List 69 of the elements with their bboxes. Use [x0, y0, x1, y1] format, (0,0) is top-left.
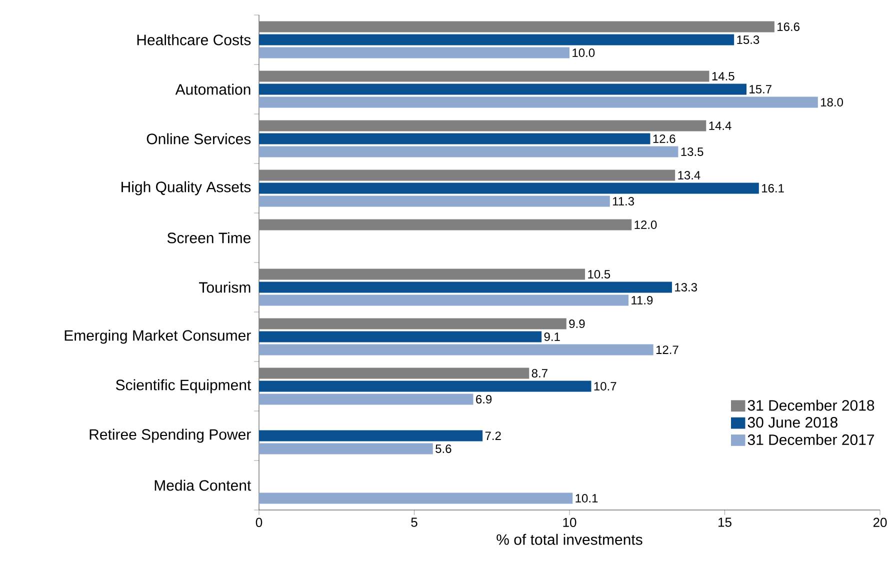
- y-tick-label: Automation: [175, 84, 250, 95]
- x-tick-label: 5: [411, 518, 418, 527]
- bar: [259, 368, 530, 379]
- legend-label: 31 December 2017: [748, 434, 874, 446]
- bar: [259, 282, 672, 293]
- y-tick-label: Online Services: [146, 133, 251, 144]
- bar: [259, 34, 734, 46]
- bar: [259, 133, 650, 144]
- data-label: 11.3: [612, 197, 634, 206]
- bar: [259, 268, 586, 280]
- data-label: 16.1: [762, 184, 784, 192]
- bar: [259, 344, 654, 356]
- data-label: 10.0: [572, 48, 595, 57]
- bar: [259, 443, 433, 454]
- legend-label: 31 December 2018: [748, 400, 874, 411]
- data-label: 10.7: [594, 382, 616, 390]
- bar: [259, 47, 570, 58]
- data-label: 12.0: [634, 220, 657, 229]
- bar: [259, 430, 483, 442]
- data-label: 9.1: [544, 332, 560, 341]
- y-tick-label: Media Content: [154, 480, 252, 491]
- data-label: 5.6: [436, 444, 452, 453]
- data-label: 8.7: [532, 369, 548, 378]
- bar: [259, 84, 746, 95]
- data-label: 14.5: [712, 72, 734, 80]
- bar: [259, 146, 678, 158]
- data-label: 13.4: [678, 171, 700, 180]
- y-tick-label: Scientific Equipment: [116, 379, 252, 394]
- bar: [259, 21, 774, 32]
- data-label: 15.3: [737, 36, 760, 44]
- bar: [259, 96, 818, 108]
- data-label: 16.6: [778, 22, 800, 31]
- data-label: 13.5: [681, 148, 704, 156]
- bar: [259, 318, 566, 330]
- data-label: 13.3: [675, 283, 697, 292]
- y-tick-label: High Quality Assets: [122, 181, 251, 196]
- bar: [259, 170, 676, 181]
- bar: [259, 182, 759, 194]
- x-tick-label: 15: [718, 518, 732, 527]
- y-tick-label: Emerging Market Consumer: [64, 330, 251, 344]
- data-label: 7.2: [485, 432, 501, 440]
- x-tick-label: 10: [563, 518, 576, 528]
- y-tick-label: Screen Time: [167, 232, 251, 244]
- y-tick-label: Tourism: [199, 282, 250, 293]
- data-label: 14.4: [709, 122, 732, 130]
- data-label: 12.7: [656, 346, 678, 354]
- data-label: 18.0: [821, 98, 843, 106]
- x-tick-label: 0: [256, 518, 262, 528]
- x-tick-label: 20: [873, 518, 887, 528]
- data-label: 10.1: [576, 494, 598, 502]
- x-axis-title: % of total investments: [496, 534, 642, 545]
- bar: [259, 331, 542, 342]
- y-tick-label: Healthcare Costs: [137, 34, 251, 46]
- data-label: 9.9: [569, 320, 585, 328]
- data-label: 11.9: [632, 296, 653, 304]
- y-tick-label: Retiree Spending Power: [90, 428, 251, 443]
- data-label: 15.7: [750, 85, 772, 94]
- bar: [259, 380, 592, 392]
- bar: [259, 70, 710, 82]
- legend-label: 30 June 2018: [748, 417, 838, 428]
- bar: [259, 219, 632, 230]
- bar: [259, 120, 706, 132]
- data-label: 12.6: [653, 134, 676, 143]
- bar: [259, 394, 474, 405]
- data-label: 10.5: [588, 270, 610, 278]
- data-label: 6.9: [476, 395, 492, 404]
- bar: [259, 196, 610, 207]
- bar: [259, 294, 628, 306]
- bar: [259, 492, 573, 504]
